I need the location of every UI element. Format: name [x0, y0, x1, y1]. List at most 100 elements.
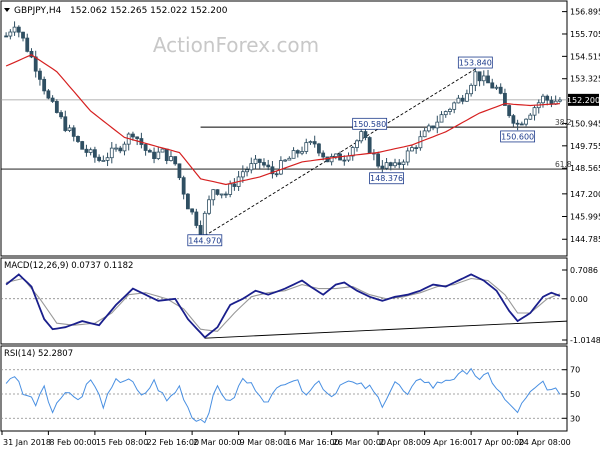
- time-tick-label: 17 Apr 00:00: [472, 438, 524, 447]
- price-annotation-label: 150.580: [353, 120, 386, 129]
- time-tick-label: 2 Mar 00:00: [193, 438, 241, 447]
- price-annotation-box: [500, 130, 536, 143]
- candle-body: [490, 82, 495, 89]
- price-annotation-box: [352, 117, 388, 130]
- candle-body: [173, 156, 178, 165]
- candle-body: [118, 147, 123, 152]
- candle-body: [42, 78, 47, 92]
- candle-body: [333, 153, 338, 157]
- candle-body: [211, 189, 216, 201]
- candle-body: [405, 150, 410, 163]
- candle-body: [317, 143, 321, 154]
- time-tick-label: 26 Mar 00:00: [333, 438, 386, 447]
- rsi-title: RSI(14) 52.2807: [4, 349, 73, 359]
- price-annotation-label: 144.970: [188, 236, 221, 245]
- macd-tick-label: 0.7086: [570, 266, 598, 275]
- candle-body: [464, 93, 469, 102]
- price-tick-label: 145.995: [570, 213, 600, 222]
- time-tick-label: 8 Feb 00:00: [49, 438, 96, 447]
- sma-line: [5, 54, 560, 186]
- candle-body: [202, 212, 207, 236]
- trend-line: [204, 68, 476, 237]
- candle-body: [515, 122, 520, 125]
- candle-body: [105, 157, 110, 161]
- price-annotation-label: 153.840: [459, 59, 492, 68]
- price-tick-label: 155.705: [570, 30, 600, 39]
- candle-body: [8, 31, 13, 37]
- candle-body: [266, 164, 271, 168]
- candle-body: [443, 111, 448, 116]
- candle-body: [38, 70, 42, 80]
- candle-body: [131, 133, 135, 138]
- time-tick-label: 9 Mar 08:00: [240, 438, 288, 447]
- ohlc-values: 152.062 152.265 152.022 152.200: [70, 6, 228, 16]
- macd-tick-label: 0.00: [570, 295, 588, 304]
- candle-body: [278, 160, 283, 175]
- candle-body: [160, 148, 165, 153]
- time-tick-label: 16 Mar 16:00: [286, 438, 339, 447]
- candle-body: [164, 148, 169, 161]
- candle-body: [219, 193, 224, 196]
- candle-body: [380, 165, 385, 169]
- candle-body: [194, 211, 199, 226]
- candle-body: [253, 158, 258, 165]
- candle-body: [321, 152, 326, 158]
- candle-body: [12, 26, 17, 33]
- candle-body: [232, 183, 237, 187]
- macd-signal-line: [5, 277, 561, 332]
- candle-body: [329, 156, 334, 163]
- candle-body: [541, 95, 545, 104]
- candle-body: [456, 97, 461, 104]
- candle-body: [25, 37, 30, 52]
- dropdown-arrow-icon[interactable]: [4, 8, 10, 12]
- candle-body: [249, 163, 254, 171]
- candle-body: [545, 95, 550, 101]
- candle-body: [135, 136, 140, 139]
- time-tick-label: 2 Apr 08:00: [379, 438, 426, 447]
- rsi-pane-frame: [0, 345, 568, 432]
- price-pane-frame: [0, 0, 568, 257]
- candle-body: [291, 150, 296, 159]
- candle-body: [295, 150, 300, 154]
- price-tick-label: 153.325: [570, 75, 600, 84]
- rsi-tick-label: 30: [570, 414, 580, 423]
- candle-body: [156, 151, 161, 159]
- candle-body: [101, 159, 106, 162]
- candle-body: [414, 147, 419, 149]
- candle-body: [388, 162, 393, 167]
- candle-body: [88, 149, 93, 153]
- candle-body: [528, 114, 533, 120]
- candle-body: [287, 157, 292, 161]
- price-tick-label: 154.515: [570, 52, 600, 61]
- candle-body: [304, 142, 309, 152]
- candle-body: [426, 125, 431, 132]
- candle-body: [283, 159, 288, 162]
- candle-body: [452, 102, 457, 110]
- price-annotation-box: [457, 56, 493, 69]
- candle-body: [21, 31, 25, 39]
- candle-body: [346, 155, 351, 161]
- candle-body: [63, 116, 68, 131]
- candle-body: [300, 151, 304, 154]
- moving-average: [5, 54, 560, 186]
- candle-body: [262, 162, 266, 166]
- candle-body: [33, 56, 38, 72]
- candle-body: [46, 90, 51, 99]
- candle-body: [177, 163, 182, 179]
- candle-body: [435, 121, 440, 129]
- candle-body: [97, 156, 102, 161]
- time-tick-label: 15 Feb 08:00: [96, 438, 148, 447]
- price-tick-label: 148.565: [570, 164, 600, 173]
- candle-body: [92, 149, 97, 158]
- chart-header: GBPJPY,H4 152.062 152.265 152.022 152.20…: [4, 6, 228, 16]
- price-tick-label: 149.755: [570, 142, 600, 151]
- candle-body: [410, 147, 414, 152]
- candle-body: [397, 162, 402, 165]
- price-annotation-box: [187, 234, 223, 247]
- candle-body: [76, 135, 80, 142]
- time-tick-label: 9 Apr 16:00: [426, 438, 473, 447]
- macd-pane-frame: [0, 257, 568, 345]
- candle-body: [355, 140, 359, 148]
